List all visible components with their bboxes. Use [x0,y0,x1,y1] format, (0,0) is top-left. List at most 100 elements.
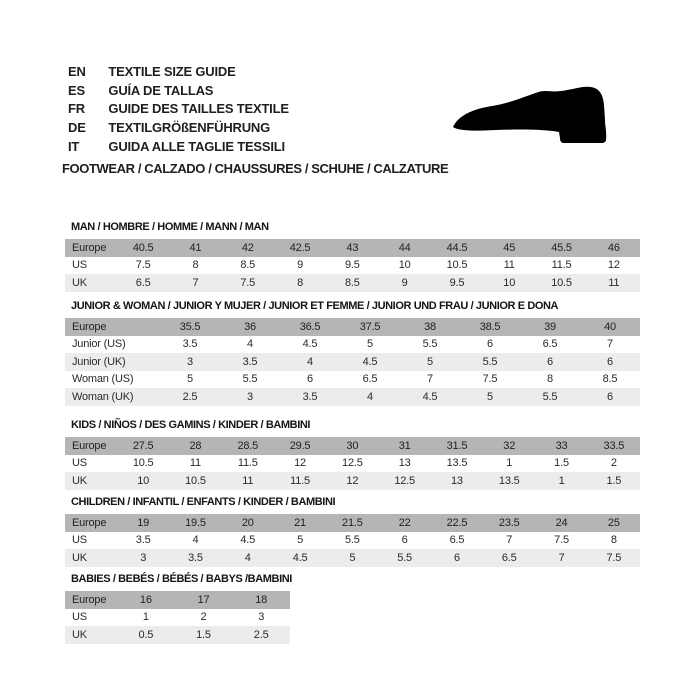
size-cell: 16 [117,591,175,609]
size-cell: 42.5 [273,239,327,257]
size-cell: 2.5 [232,626,290,644]
size-cell: 4 [280,353,340,371]
size-cell: 24 [535,514,588,532]
size-cell: 13.5 [483,472,536,490]
row-label: US [65,608,117,626]
language-code: DE [68,120,86,136]
row-label: Europe [65,239,117,257]
size-row: Woman (US) 5 5.5 6 6.5 7 7.5 8 8.5 [65,370,640,388]
row-label: UK [65,472,117,490]
size-cell: 22.5 [430,514,484,532]
size-row: Junior (UK) 3 3.5 4 4.5 5 5.5 6 6 [65,353,640,371]
language-text: GUÍA DE TALLAS [108,82,214,98]
size-cell: 21 [273,514,327,532]
size-cell: 46 [587,239,640,257]
size-cell: 37.5 [340,318,400,336]
size-cell: 20 [221,514,274,532]
language-row-de: DE TEXTILGRÖßENFÜHRUNG [68,119,289,138]
size-cell: 11.5 [273,472,327,490]
size-cell: 5 [273,531,327,549]
row-label: Junior (UK) [65,353,160,371]
size-cell: 4 [221,549,274,567]
size-cell: 18 [232,591,290,609]
size-row: UK 10 10.5 11 11.5 12 12.5 13 13.5 1 1.5 [65,472,640,490]
size-cell: 38.5 [460,318,520,336]
row-label: Junior (US) [65,335,160,353]
size-cell: 9.5 [326,256,379,274]
size-row: US 3.5 4 4.5 5 5.5 6 6.5 7 7.5 8 [65,531,640,549]
size-cell: 8.5 [326,274,379,292]
row-label: Woman (UK) [65,388,160,406]
language-text: TEXTILGRÖßENFÜHRUNG [108,120,271,136]
size-cell: 5 [326,549,379,567]
size-cell: 2.5 [160,388,220,406]
size-cell: 19.5 [169,514,222,532]
size-cell: 5 [460,388,520,406]
size-cell: 4.5 [400,388,460,406]
language-code: IT [68,138,80,154]
size-cell: 3.5 [280,388,340,406]
size-cell: 8 [520,370,580,388]
size-cell: 1 [483,454,536,472]
category-line: FOOTWEAR / CALZADO / CHAUSSURES / SCHUHE… [62,161,449,176]
size-cell: 31.5 [430,437,484,455]
section-title: JUNIOR & WOMAN / JUNIOR Y MUJER / JUNIOR… [71,300,559,312]
size-cell: 4.5 [340,353,400,371]
size-cell: 6.5 [430,531,484,549]
size-cell: 6 [378,531,431,549]
size-cell: 1.5 [587,472,640,490]
size-header-row: Europe 27.5 28 28.5 29.5 30 31 31.5 32 33 33.5 [65,437,640,455]
size-cell: 2 [587,454,640,472]
size-cell: 6 [520,353,580,371]
size-cell: 10.5 [535,274,588,292]
size-cell: 40.5 [117,239,170,257]
size-cell: 10.5 [117,454,170,472]
section-babies: BABIES / BEBÉS / BÉBÉS / BABYS /BAMBINI … [65,573,292,644]
size-cell: 3 [117,549,170,567]
size-cell: 1.5 [174,626,233,644]
size-cell: 7.5 [117,256,170,274]
size-cell: 29.5 [273,437,327,455]
size-cell: 8.5 [221,256,274,274]
size-cell: 43 [326,239,379,257]
size-cell: 28 [169,437,222,455]
size-cell: 10 [378,256,431,274]
size-cell: 4 [220,335,280,353]
size-cell: 36 [220,318,280,336]
size-cell: 3.5 [220,353,280,371]
row-label: UK [65,549,117,567]
size-cell: 8.5 [580,370,640,388]
language-row-fr: FR GUIDE DES TAILLES TEXTILE [68,100,289,119]
row-label: Europe [65,318,160,336]
language-code: FR [68,101,85,117]
size-header-row: Europe 35.5 36 36.5 37.5 38 38.5 39 40 [65,318,640,336]
size-cell: 36.5 [280,318,340,336]
size-cell: 30 [326,437,379,455]
language-text: GUIDA ALLE TAGLIE TESSILI [108,138,285,154]
size-cell: 33 [535,437,588,455]
row-label: Europe [65,437,117,455]
size-cell: 45 [483,239,536,257]
row-label: US [65,256,117,274]
size-cell: 23.5 [483,514,536,532]
size-cell: 11.5 [221,454,274,472]
section-title: CHILDREN / INFANTIL / ENFANTS / KINDER /… [71,496,336,508]
size-cell: 3.5 [117,531,170,549]
size-cell: 13 [430,472,484,490]
size-cell: 31 [378,437,431,455]
section-title: KIDS / NIÑOS / DES GAMINS / KINDER / BAM… [71,419,311,431]
size-cell: 11 [221,472,274,490]
section-man: MAN / HOMBRE / HOMME / MANN / MAN Europe… [65,221,640,292]
size-cell: 13 [378,454,431,472]
size-cell: 38 [400,318,460,336]
size-row: UK 3 3.5 4 4.5 5 5.5 6 6.5 7 7.5 [65,549,640,567]
language-text: GUIDE DES TAILLES TEXTILE [108,101,289,117]
size-cell: 4 [340,388,400,406]
size-cell: 1 [117,608,175,626]
size-cell: 32 [483,437,536,455]
size-cell: 5 [160,370,220,388]
size-header-row: Europe 40.5 41 42 42.5 43 44 44.5 45 45.5 46 [65,239,640,257]
size-cell: 7.5 [460,370,520,388]
row-label: UK [65,274,117,292]
size-cell: 17 [174,591,233,609]
